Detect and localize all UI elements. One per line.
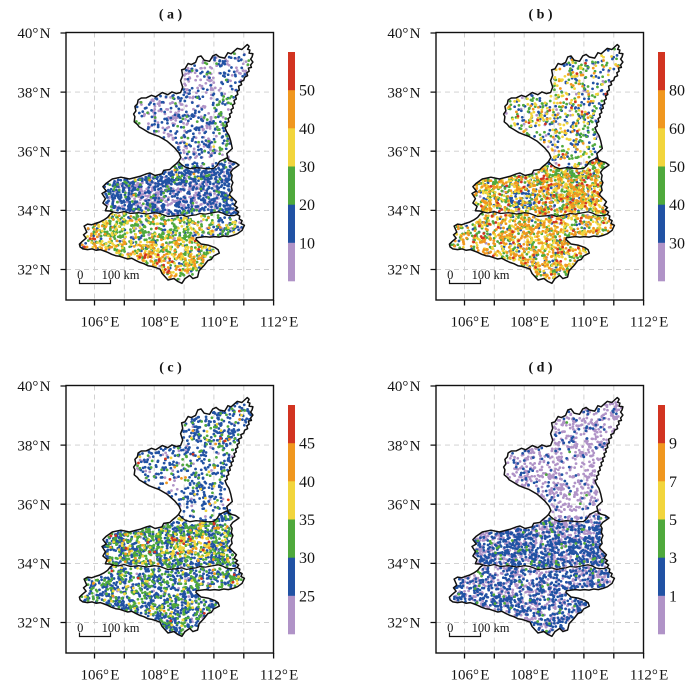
svg-text:34° N: 34° N (387, 557, 420, 573)
svg-text:32° N: 32° N (17, 263, 50, 279)
svg-text:40° N: 40° N (17, 379, 50, 395)
svg-text:10: 10 (299, 235, 315, 252)
svg-text:108° E: 108° E (510, 668, 549, 684)
svg-text:45: 45 (299, 436, 315, 453)
svg-text:110° E: 110° E (200, 668, 238, 684)
svg-text:110° E: 110° E (200, 315, 238, 331)
svg-text:112° E: 112° E (630, 315, 668, 331)
svg-text:34° N: 34° N (17, 204, 50, 220)
svg-text:40° N: 40° N (387, 26, 420, 42)
svg-text:32° N: 32° N (387, 616, 420, 632)
svg-text:112° E: 112° E (630, 668, 668, 684)
svg-text:30: 30 (669, 235, 685, 252)
svg-text:112° E: 112° E (260, 668, 298, 684)
svg-text:110° E: 110° E (570, 315, 608, 331)
svg-text:50: 50 (299, 83, 315, 100)
svg-text:106° E: 106° E (81, 668, 120, 684)
svg-text:106° E: 106° E (451, 668, 490, 684)
svg-text:( c ): ( c ) (159, 361, 182, 376)
svg-text:40: 40 (299, 474, 315, 491)
svg-text:60: 60 (669, 121, 685, 138)
svg-text:34° N: 34° N (17, 557, 50, 573)
svg-text:3: 3 (669, 550, 677, 567)
svg-text:38° N: 38° N (387, 85, 420, 101)
svg-text:40: 40 (669, 197, 685, 214)
svg-text:108° E: 108° E (140, 668, 179, 684)
svg-text:40° N: 40° N (17, 26, 50, 42)
svg-text:20: 20 (299, 197, 315, 214)
svg-text:0: 0 (447, 621, 453, 635)
svg-text:108° E: 108° E (510, 315, 549, 331)
svg-text:100 km: 100 km (102, 621, 140, 635)
svg-text:108° E: 108° E (140, 315, 179, 331)
svg-text:( b ): ( b ) (528, 8, 552, 23)
svg-text:30: 30 (299, 159, 315, 176)
svg-text:5: 5 (669, 512, 677, 529)
svg-text:110° E: 110° E (570, 668, 608, 684)
svg-text:36° N: 36° N (387, 144, 420, 160)
svg-text:106° E: 106° E (81, 315, 120, 331)
svg-text:34° N: 34° N (387, 204, 420, 220)
svg-text:35: 35 (299, 512, 315, 529)
svg-text:80: 80 (669, 83, 685, 100)
svg-text:0: 0 (77, 268, 83, 282)
svg-text:100 km: 100 km (472, 621, 510, 635)
svg-text:36° N: 36° N (387, 497, 420, 513)
svg-text:7: 7 (669, 474, 677, 491)
svg-text:0: 0 (447, 268, 453, 282)
svg-text:( a ): ( a ) (159, 8, 183, 23)
svg-text:112° E: 112° E (260, 315, 298, 331)
svg-text:106° E: 106° E (451, 315, 490, 331)
svg-text:38° N: 38° N (17, 438, 50, 454)
svg-text:0: 0 (77, 621, 83, 635)
svg-text:36° N: 36° N (17, 497, 50, 513)
svg-text:32° N: 32° N (17, 616, 50, 632)
svg-text:30: 30 (299, 550, 315, 567)
svg-text:9: 9 (669, 436, 677, 453)
svg-text:38° N: 38° N (17, 85, 50, 101)
svg-text:100 km: 100 km (472, 268, 510, 282)
svg-text:40: 40 (299, 121, 315, 138)
svg-text:38° N: 38° N (387, 438, 420, 454)
svg-text:1: 1 (669, 588, 677, 605)
svg-text:36° N: 36° N (17, 144, 50, 160)
svg-text:( d ): ( d ) (528, 361, 552, 376)
svg-text:50: 50 (669, 159, 685, 176)
svg-text:32° N: 32° N (387, 263, 420, 279)
svg-text:25: 25 (299, 588, 315, 605)
svg-text:100 km: 100 km (102, 268, 140, 282)
svg-text:40° N: 40° N (387, 379, 420, 395)
